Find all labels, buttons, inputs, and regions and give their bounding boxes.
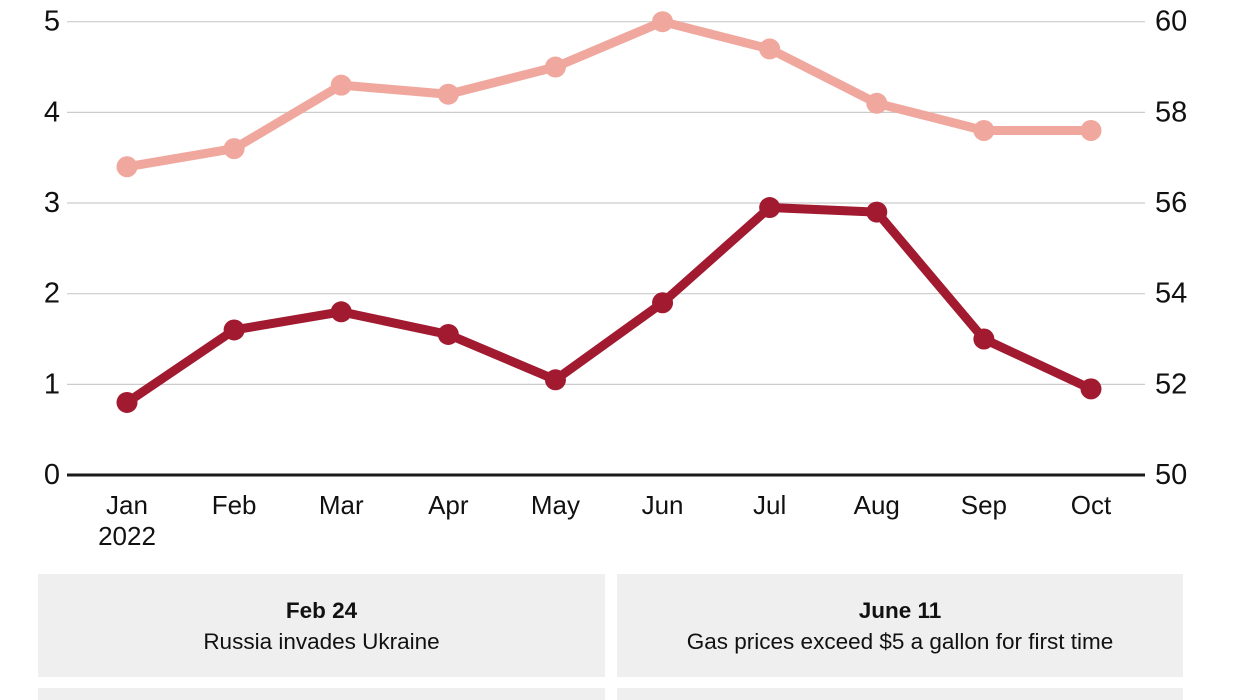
x-axis-label: Apr <box>428 490 469 520</box>
right-axis-tick-label: 50 <box>1155 459 1187 491</box>
x-axis-label: Jun <box>642 490 684 520</box>
x-axis-label: Aug <box>854 490 900 520</box>
x-axis-label: Oct <box>1071 490 1112 520</box>
left-axis-tick-label: 5 <box>44 6 60 38</box>
data-point-pink <box>973 119 995 141</box>
left-axis-tick-label: 1 <box>44 368 60 400</box>
data-point-pink <box>759 38 781 60</box>
annotation-date: Feb 24 <box>285 597 358 623</box>
left-axis-tick-label: 0 <box>44 459 60 491</box>
annotation-text: Gas prices exceed $5 a gallon for first … <box>686 628 1114 654</box>
x-axis-label: Jan <box>106 490 148 520</box>
data-point-dark-red <box>759 197 781 219</box>
data-point-pink <box>223 138 245 160</box>
left-axis-tick-label: 4 <box>44 96 60 128</box>
data-point-dark-red <box>544 369 566 391</box>
x-axis-label: Mar <box>319 490 364 520</box>
right-axis-tick-label: 60 <box>1155 6 1187 38</box>
x-axis-label: May <box>531 490 580 520</box>
right-axis-tick-label: 52 <box>1155 368 1187 400</box>
left-axis-tick-label: 3 <box>44 187 60 219</box>
x-axis-year-label: 2022 <box>98 521 156 551</box>
data-point-dark-red <box>223 319 245 341</box>
annotation-text: Russia invades Ukraine <box>203 628 440 654</box>
data-point-pink <box>866 92 888 114</box>
data-point-pink <box>544 56 566 78</box>
data-point-pink <box>1080 119 1102 141</box>
data-point-pink <box>330 74 352 96</box>
left-axis-tick-label: 2 <box>44 278 60 310</box>
data-point-dark-red <box>330 301 352 323</box>
data-point-dark-red <box>866 201 888 223</box>
data-point-dark-red <box>1080 378 1102 400</box>
dual-axis-line-chart: 0 1 2 3 4 5 50 52 54 56 58 60 Jan Feb Mar Apr May Jun Jul A… <box>44 6 1187 551</box>
annotation-feb-24: Feb 24 Russia invades Ukraine <box>38 574 605 677</box>
data-point-dark-red <box>116 391 138 413</box>
series-line-dark-red <box>124 203 1093 407</box>
x-axis-label: Jul <box>753 490 786 520</box>
data-point-dark-red <box>652 292 674 314</box>
data-point-dark-red <box>973 328 995 350</box>
right-axis-tick-label: 54 <box>1155 278 1187 310</box>
right-axis-tick-label: 56 <box>1155 187 1187 219</box>
data-point-pink <box>116 156 138 178</box>
x-axis-label: Feb <box>212 490 257 520</box>
right-axis-tick-label: 58 <box>1155 96 1187 128</box>
series-line-pink <box>126 17 1091 172</box>
data-point-pink <box>437 83 459 105</box>
data-point-dark-red <box>437 323 459 345</box>
annotation-partial-right <box>617 688 1183 700</box>
data-point-pink <box>652 11 674 33</box>
x-axis-label: Sep <box>961 490 1007 520</box>
annotation-date: June 11 <box>858 597 942 623</box>
annotation-june-11: June 11 Gas prices exceed $5 a gallon fo… <box>617 574 1183 677</box>
annotation-partial-left <box>38 688 605 700</box>
